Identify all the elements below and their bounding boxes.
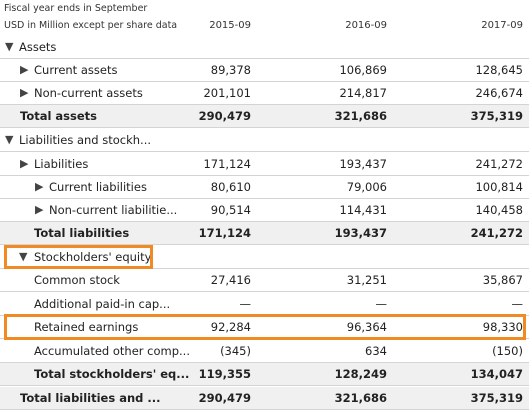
cell-2016: 106,869 <box>339 63 387 77</box>
cell-2016: 79,006 <box>346 180 387 194</box>
table-row-additional-paid-in-capital: Additional paid-in cap... — — — <box>0 293 529 316</box>
cell-2016: 193,437 <box>339 157 387 171</box>
row-label: Liabilities and stockh... <box>19 133 152 147</box>
cell-2017: (150) <box>492 344 523 358</box>
collapse-arrow-icon[interactable]: ▼ <box>19 250 28 263</box>
table-row-common-stock: Common stock 27,416 31,251 35,867 <box>0 269 529 292</box>
expand-arrow-icon[interactable]: ▶ <box>20 63 29 76</box>
expand-arrow-icon[interactable]: ▶ <box>20 157 29 170</box>
row-label: Total stockholders' eq... <box>34 367 190 381</box>
units-note: USD in Million except per share data <box>4 20 178 31</box>
cell-2015: 89,378 <box>210 63 251 77</box>
cell-2015: 171,124 <box>198 226 251 240</box>
cell-2017: 100,814 <box>475 180 523 194</box>
row-label: Assets <box>19 40 57 54</box>
row-label: Common stock <box>34 273 120 287</box>
cell-2017: 241,272 <box>470 226 523 240</box>
table-row-current-liabilities[interactable]: ▶ Current liabilities 80,610 79,006 100,… <box>0 176 529 199</box>
fiscal-year-note: Fiscal year ends in September <box>4 3 148 14</box>
table-row-liabilities[interactable]: ▶ Liabilities 171,124 193,437 241,272 <box>0 153 529 176</box>
cell-2016: 96,364 <box>346 320 387 334</box>
expand-arrow-icon[interactable]: ▶ <box>35 203 44 216</box>
cell-2017: 35,867 <box>482 273 523 287</box>
table-row-retained-earnings: Retained earnings 92,284 96,364 98,330 <box>0 316 529 339</box>
row-label: Retained earnings <box>34 320 139 334</box>
expand-arrow-icon[interactable]: ▶ <box>20 86 29 99</box>
expand-arrow-icon[interactable]: ▶ <box>35 180 44 193</box>
cell-2015: 92,284 <box>210 320 251 334</box>
row-label: Current liabilities <box>49 180 147 194</box>
cell-2016: 128,249 <box>334 367 387 381</box>
cell-2015: 201,101 <box>203 86 251 100</box>
cell-2016: 193,437 <box>334 226 387 240</box>
cell-2015: 80,610 <box>210 180 251 194</box>
year-header-2016: 2016-09 <box>345 20 387 31</box>
row-label: Total liabilities and ... <box>20 391 161 405</box>
cell-2016: 31,251 <box>346 273 387 287</box>
section-row-liabilities-and-equity[interactable]: ▼ Liabilities and stockh... <box>0 129 529 152</box>
cell-2016: 321,686 <box>334 391 387 405</box>
section-row-assets[interactable]: ▼ Assets <box>0 36 529 59</box>
cell-2015: 290,479 <box>198 391 251 405</box>
cell-2016: 634 <box>365 344 387 358</box>
year-header-2017: 2017-09 <box>481 20 523 31</box>
total-row-liabilities-and-equity: Total liabilities and ... 290,479 321,68… <box>0 387 529 410</box>
cell-2016: 321,686 <box>334 109 387 123</box>
cell-2017: 134,047 <box>470 367 523 381</box>
year-header-2015: 2015-09 <box>209 20 251 31</box>
table-row-non-current-assets[interactable]: ▶ Non-current assets 201,101 214,817 246… <box>0 82 529 105</box>
row-label: Total liabilities <box>34 226 130 240</box>
row-label: Liabilities <box>34 157 89 171</box>
row-label: Current assets <box>34 63 118 77</box>
section-row-stockholders-equity[interactable]: ▼ Stockholders' equity <box>0 246 529 269</box>
cell-2016: — <box>375 297 388 311</box>
total-row-assets: Total assets 290,479 321,686 375,319 <box>0 105 529 128</box>
cell-2016: 214,817 <box>339 86 387 100</box>
collapse-arrow-icon[interactable]: ▼ <box>5 133 14 146</box>
cell-2017: 128,645 <box>475 63 523 77</box>
cell-2017: 98,330 <box>482 320 523 334</box>
total-row-stockholders-equity: Total stockholders' eq... 119,355 128,24… <box>0 363 529 386</box>
cell-2015: (345) <box>220 344 251 358</box>
cell-2015: 119,355 <box>198 367 251 381</box>
cell-2015: 90,514 <box>210 203 251 217</box>
table-row-accumulated-other-comprehensive: Accumulated other comp... (345) 634 (150… <box>0 340 529 363</box>
table-row-current-assets[interactable]: ▶ Current assets 89,378 106,869 128,645 <box>0 59 529 82</box>
row-label: Stockholders' equity <box>34 250 152 264</box>
cell-2017: 241,272 <box>475 157 523 171</box>
collapse-arrow-icon[interactable]: ▼ <box>5 40 14 53</box>
cell-2015: 27,416 <box>210 273 251 287</box>
cell-2015: 290,479 <box>198 109 251 123</box>
cell-2016: 114,431 <box>339 203 387 217</box>
row-label: Additional paid-in cap... <box>34 297 171 311</box>
cell-2017: — <box>511 297 524 311</box>
row-label: Total assets <box>20 109 98 123</box>
total-row-liabilities: Total liabilities 171,124 193,437 241,27… <box>0 222 529 245</box>
cell-2015: — <box>239 297 252 311</box>
row-label: Non-current liabilitie... <box>49 203 178 217</box>
cell-2017: 375,319 <box>470 109 523 123</box>
cell-2017: 375,319 <box>470 391 523 405</box>
table-row-non-current-liabilities[interactable]: ▶ Non-current liabilitie... 90,514 114,4… <box>0 199 529 222</box>
cell-2017: 140,458 <box>475 203 523 217</box>
row-label: Accumulated other comp... <box>34 344 190 358</box>
row-label: Non-current assets <box>34 86 143 100</box>
cell-2017: 246,674 <box>475 86 523 100</box>
cell-2015: 171,124 <box>203 157 251 171</box>
